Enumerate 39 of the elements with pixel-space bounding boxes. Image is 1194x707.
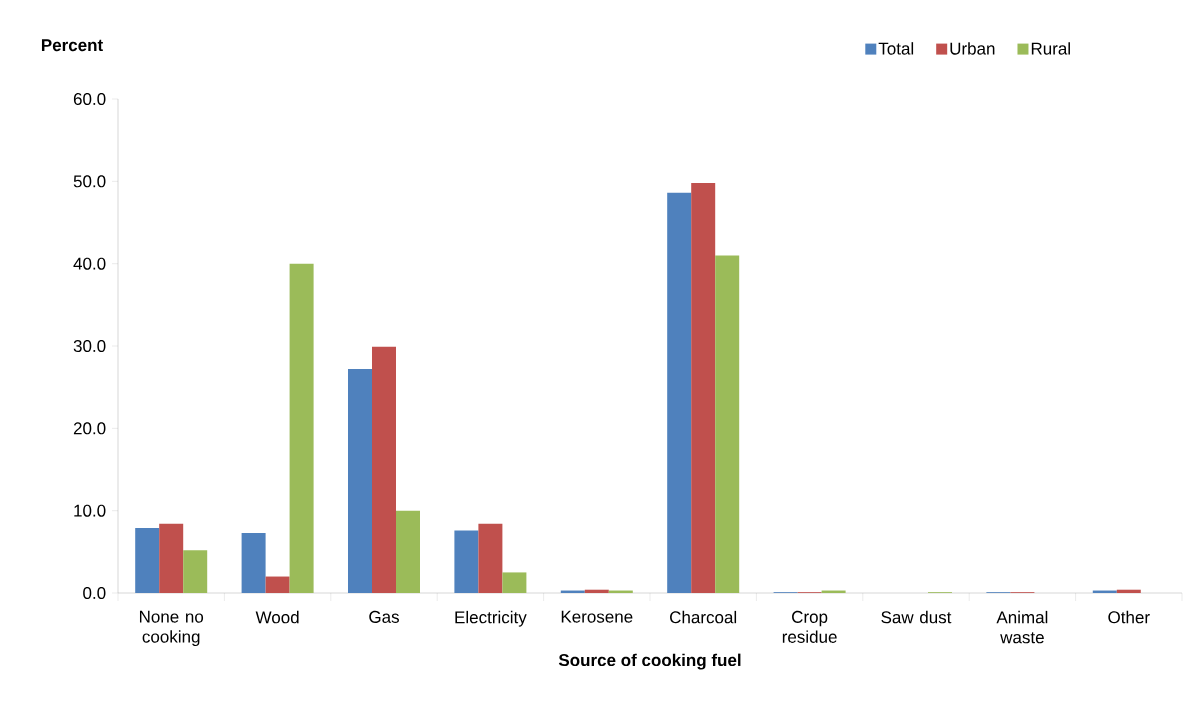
bar xyxy=(289,263,314,593)
bar xyxy=(241,532,266,593)
y-tick-label: 0.0 xyxy=(83,586,106,600)
bar xyxy=(159,523,184,593)
legend-label: Urban xyxy=(950,42,995,55)
bar xyxy=(135,527,160,593)
bar xyxy=(265,576,290,593)
bar xyxy=(454,530,479,593)
x-tick-label: Kerosene xyxy=(561,610,633,623)
x-tick-label: Animal waste xyxy=(996,610,1048,644)
bar xyxy=(715,255,740,593)
bar xyxy=(1116,589,1141,593)
x-axis-title: Source of cooking fuel xyxy=(558,653,741,670)
x-tick-label: Electricity xyxy=(455,610,527,627)
bar xyxy=(396,510,420,593)
x-tick-label: Gas xyxy=(369,610,399,623)
bar xyxy=(348,369,372,593)
bar xyxy=(667,192,692,593)
bar xyxy=(691,182,716,593)
bar xyxy=(183,550,208,593)
x-tick-label: Other xyxy=(1108,610,1150,624)
y-tick-label: 20.0 xyxy=(73,422,106,435)
x-tick-label: Charcoal xyxy=(670,610,737,624)
bar xyxy=(478,523,503,593)
y-tick-label: 50.0 xyxy=(73,175,106,188)
y-tick-label: 40.0 xyxy=(73,257,106,270)
bar xyxy=(502,572,527,593)
y-axis-title: Percent xyxy=(41,39,103,52)
y-tick-label: 30.0 xyxy=(73,339,106,353)
y-tick-label: 10.0 xyxy=(74,504,106,517)
x-tick-label: None no cooking xyxy=(139,610,204,647)
bar xyxy=(372,346,396,593)
bar xyxy=(584,589,609,593)
x-tick-label: Saw dust xyxy=(881,610,952,624)
x-tick-label: Crop residue xyxy=(782,610,837,643)
y-tick-label: 60.0 xyxy=(73,92,106,106)
legend-label: Total xyxy=(878,42,914,55)
x-tick-label: Wood xyxy=(255,610,299,624)
legend-label: Rural xyxy=(1031,42,1070,55)
